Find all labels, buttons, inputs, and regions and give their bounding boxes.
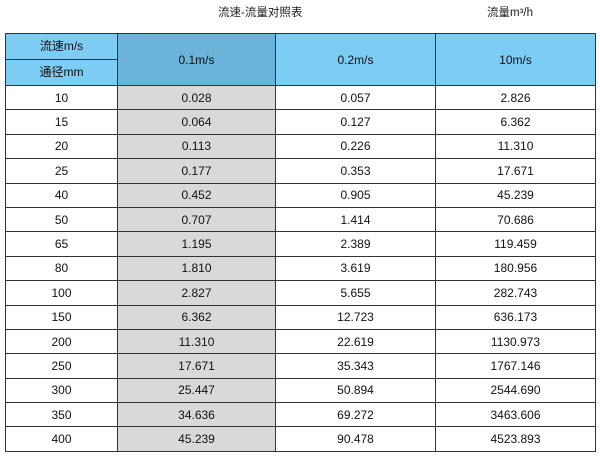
table-cell-value: 25.447 xyxy=(117,377,276,404)
row-header-diameter: 150 xyxy=(5,304,118,330)
column-header-1: 0.2m/s xyxy=(275,33,436,86)
table-cell-value: 0.353 xyxy=(275,158,436,184)
table-cell-value: 6.362 xyxy=(435,109,596,135)
table-cell-value: 0.707 xyxy=(117,206,276,233)
row-header-diameter: 65 xyxy=(5,231,118,257)
table-cell-value: 1130.973 xyxy=(435,328,596,355)
table-title-caption: 流速-流量对照表 xyxy=(218,7,303,19)
row-header-diameter: 20 xyxy=(5,133,118,160)
table-row: 150 6.362 12.723 636.173 xyxy=(5,304,596,330)
table-cell-value: 17.671 xyxy=(117,353,276,379)
table-cell-value: 3463.606 xyxy=(435,402,596,428)
table-row: 250 17.671 35.343 1767.146 xyxy=(5,353,596,379)
table-cell-value: 17.671 xyxy=(435,158,596,184)
table-cell-value: 282.743 xyxy=(435,280,596,306)
table-cell-value: 69.272 xyxy=(275,402,436,428)
table-cell-value: 22.619 xyxy=(275,328,436,355)
table-row: 400 45.239 90.478 4523.893 xyxy=(5,426,596,452)
corner-header-velocity-label: 流速m/s xyxy=(6,34,117,60)
table-cell-value: 50.894 xyxy=(275,377,436,404)
table-cell-value: 1.810 xyxy=(117,255,276,282)
row-header-diameter: 25 xyxy=(5,158,118,184)
table-container: 流速m/s 通径mm 0.1m/s 0.2m/s 10m/s 10 0.028 0.… xyxy=(5,33,596,452)
table-cell-value: 0.177 xyxy=(117,158,276,184)
table-row: 65 1.195 2.389 119.459 xyxy=(5,231,596,257)
table-cell-value: 6.362 xyxy=(117,304,276,330)
table-cell-value: 70.686 xyxy=(435,206,596,233)
row-header-diameter: 40 xyxy=(5,182,118,208)
row-header-diameter: 400 xyxy=(5,426,118,452)
table-cell-value: 3.619 xyxy=(275,255,436,282)
row-header-diameter: 100 xyxy=(5,280,118,306)
table-head: 流速m/s 通径mm 0.1m/s 0.2m/s 10m/s xyxy=(5,33,596,86)
table-cell-value: 45.239 xyxy=(117,426,276,452)
table-row: 80 1.810 3.619 180.956 xyxy=(5,255,596,282)
caption-row: 流速-流量对照表 流量m³/h xyxy=(0,0,600,32)
table-cell-value: 2.827 xyxy=(117,280,276,306)
table-row: 40 0.452 0.905 45.239 xyxy=(5,182,596,208)
table-cell-value: 11.310 xyxy=(435,133,596,160)
table-cell-value: 119.459 xyxy=(435,231,596,257)
table-cell-value: 90.478 xyxy=(275,426,436,452)
row-header-diameter: 300 xyxy=(5,377,118,404)
table-cell-value: 0.113 xyxy=(117,133,276,160)
column-header-2: 10m/s xyxy=(435,33,596,86)
table-cell-value: 0.905 xyxy=(275,182,436,208)
table-row: 25 0.177 0.353 17.671 xyxy=(5,158,596,184)
table-row: 300 25.447 50.894 2544.690 xyxy=(5,377,596,404)
table-cell-value: 0.057 xyxy=(275,84,436,111)
table-cell-value: 0.452 xyxy=(117,182,276,208)
row-header-diameter: 200 xyxy=(5,328,118,355)
table-cell-value: 35.343 xyxy=(275,353,436,379)
corner-header-diameter-label: 通径mm xyxy=(39,65,84,79)
table-cell-value: 11.310 xyxy=(117,328,276,355)
table-row: 15 0.064 0.127 6.362 xyxy=(5,109,596,135)
row-header-diameter: 80 xyxy=(5,255,118,282)
table-cell-value: 180.956 xyxy=(435,255,596,282)
table-header-row: 流速m/s 通径mm 0.1m/s 0.2m/s 10m/s xyxy=(5,33,596,86)
row-header-diameter: 350 xyxy=(5,402,118,428)
table-row: 20 0.113 0.226 11.310 xyxy=(5,133,596,160)
flow-unit-caption: 流量m³/h xyxy=(487,7,533,19)
table-cell-value: 12.723 xyxy=(275,304,436,330)
table-cell-value: 0.127 xyxy=(275,109,436,135)
table-row: 10 0.028 0.057 2.826 xyxy=(5,84,596,111)
table-cell-value: 45.239 xyxy=(435,182,596,208)
table-row: 350 34.636 69.272 3463.606 xyxy=(5,402,596,428)
row-header-diameter: 250 xyxy=(5,353,118,379)
flow-comparison-table: 流速m/s 通径mm 0.1m/s 0.2m/s 10m/s 10 0.028 0.… xyxy=(5,33,596,452)
table-cell-value: 34.636 xyxy=(117,402,276,428)
table-row: 100 2.827 5.655 282.743 xyxy=(5,280,596,306)
table-cell-value: 1767.146 xyxy=(435,353,596,379)
table-row: 200 11.310 22.619 1130.973 xyxy=(5,328,596,355)
table-cell-value: 4523.893 xyxy=(435,426,596,452)
corner-header-cell: 流速m/s 通径mm xyxy=(5,33,118,86)
table-cell-value: 636.173 xyxy=(435,304,596,330)
table-row: 50 0.707 1.414 70.686 xyxy=(5,206,596,233)
table-cell-value: 5.655 xyxy=(275,280,436,306)
table-cell-value: 0.028 xyxy=(117,84,276,111)
table-cell-value: 2.389 xyxy=(275,231,436,257)
table-cell-value: 2544.690 xyxy=(435,377,596,404)
column-header-0: 0.1m/s xyxy=(117,33,276,86)
table-cell-value: 0.064 xyxy=(117,109,276,135)
row-header-diameter: 50 xyxy=(5,206,118,233)
table-cell-value: 2.826 xyxy=(435,84,596,111)
table-body: 10 0.028 0.057 2.826 15 0.064 0.127 6.362 20 0.11… xyxy=(5,84,596,452)
table-cell-value: 0.226 xyxy=(275,133,436,160)
table-cell-value: 1.195 xyxy=(117,231,276,257)
table-cell-value: 1.414 xyxy=(275,206,436,233)
row-header-diameter: 10 xyxy=(5,84,118,111)
row-header-diameter: 15 xyxy=(5,109,118,135)
